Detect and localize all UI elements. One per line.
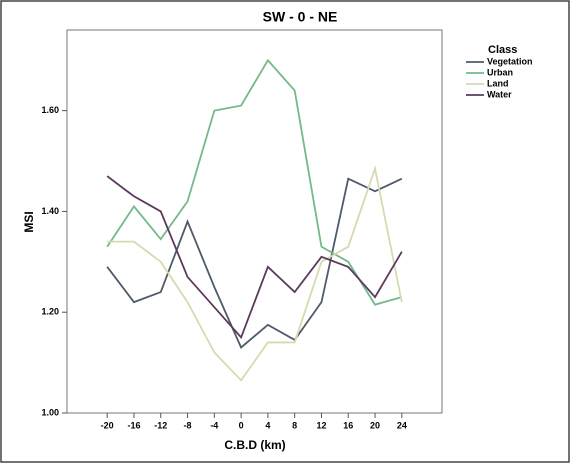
legend-label: Urban [487, 67, 513, 77]
x-tick-label: 4 [265, 420, 270, 430]
x-tick-label: -4 [210, 420, 218, 430]
legend-label: Water [487, 89, 512, 99]
x-tick-label: 16 [343, 420, 353, 430]
y-tick-label: 1.00 [41, 407, 59, 417]
x-tick-label: -16 [127, 420, 140, 430]
y-axis-label: MSI [22, 211, 36, 232]
y-tick-label: 1.20 [41, 307, 59, 317]
x-tick-label: 8 [292, 420, 297, 430]
x-tick-label: 12 [316, 420, 326, 430]
legend-label: Land [487, 78, 509, 88]
x-tick-label: 20 [370, 420, 380, 430]
x-tick-label: 24 [397, 420, 407, 430]
x-tick-label: -12 [154, 420, 167, 430]
legend-label: Vegetation [487, 56, 533, 66]
y-tick-label: 1.60 [41, 105, 59, 115]
x-tick-label: -20 [101, 420, 114, 430]
y-tick-label: 1.40 [41, 206, 59, 216]
x-tick-label: 0 [239, 420, 244, 430]
legend-title: Class [488, 44, 517, 56]
x-tick-label: -8 [184, 420, 192, 430]
chart-title: SW - 0 - NE [263, 9, 338, 25]
frame [1, 1, 569, 462]
chart: SW - 0 - NE C.B.D (km) MSI Class 1.00 1.2… [0, 0, 570, 463]
x-axis-label: C.B.D (km) [224, 438, 285, 452]
